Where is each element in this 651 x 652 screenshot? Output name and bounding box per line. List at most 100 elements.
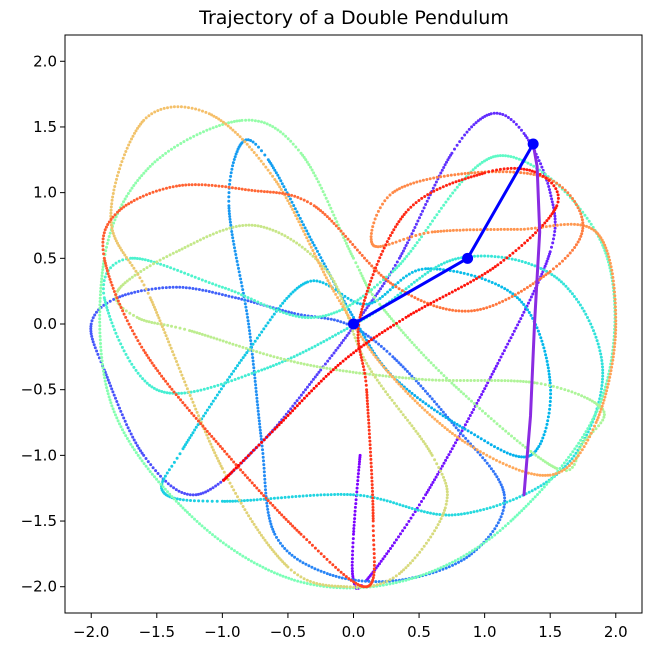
trajectory-point [346, 237, 350, 241]
trajectory-point [458, 379, 462, 382]
trajectory-point [252, 151, 256, 154]
trajectory-point [102, 279, 106, 283]
trajectory-point [90, 334, 94, 338]
trajectory-point [259, 431, 263, 435]
trajectory-point [581, 435, 584, 439]
trajectory-point [438, 306, 442, 310]
trajectory-point [270, 430, 274, 434]
trajectory-point [367, 261, 371, 265]
trajectory-point [432, 176, 436, 180]
trajectory-point [349, 578, 353, 582]
trajectory-point [553, 226, 557, 230]
trajectory-point [496, 521, 500, 525]
trajectory-point [488, 305, 492, 309]
trajectory-point [328, 336, 332, 340]
trajectory-point [600, 380, 604, 384]
trajectory-point [525, 168, 529, 172]
trajectory-point [472, 228, 476, 232]
trajectory-point [122, 349, 126, 353]
trajectory-point [374, 266, 378, 270]
trajectory-point [172, 460, 176, 464]
trajectory-point [588, 435, 592, 439]
trajectory-point [110, 404, 114, 408]
trajectory-point [211, 486, 215, 490]
trajectory-point [295, 353, 299, 357]
trajectory-point [191, 287, 195, 290]
trajectory-point [451, 181, 455, 185]
trajectory-point [363, 375, 367, 379]
trajectory-point [475, 277, 478, 281]
trajectory-point [519, 289, 523, 293]
trajectory-point [172, 353, 176, 357]
trajectory-point [592, 415, 596, 419]
trajectory-point [373, 285, 376, 289]
trajectory-point [614, 312, 618, 316]
trajectory-point [293, 207, 297, 211]
trajectory-point [238, 344, 241, 348]
trajectory-point [112, 221, 116, 225]
trajectory-point [356, 265, 360, 269]
trajectory-point [125, 423, 129, 427]
trajectory-point [322, 493, 326, 497]
trajectory-point [291, 313, 295, 317]
trajectory-point [176, 143, 180, 147]
trajectory-point [543, 430, 547, 433]
trajectory-point [298, 494, 301, 498]
trajectory-point [544, 426, 548, 430]
trajectory-point [430, 453, 434, 457]
trajectory-point [283, 299, 287, 303]
trajectory-point [414, 309, 418, 313]
trajectory-point [122, 312, 126, 316]
chart-title: Trajectory of a Double Pendulum [198, 7, 509, 29]
trajectory-point [420, 306, 424, 310]
trajectory-point [168, 185, 172, 189]
trajectory-point [381, 249, 385, 253]
trajectory-point [449, 450, 452, 454]
trajectory-point [581, 221, 585, 225]
trajectory-point [371, 519, 375, 523]
trajectory-point [413, 576, 417, 580]
trajectory-point [551, 267, 555, 271]
trajectory-point [303, 247, 307, 251]
trajectory-point [614, 325, 618, 329]
trajectory-point [548, 400, 552, 403]
trajectory-point [595, 409, 599, 413]
trajectory-point [220, 184, 224, 188]
trajectory-point [498, 424, 502, 428]
trajectory-point [98, 327, 102, 331]
trajectory-point [351, 541, 355, 545]
trajectory-point [364, 383, 368, 387]
trajectory-point [247, 514, 251, 518]
trajectory-point [217, 292, 221, 296]
trajectory-point [519, 379, 522, 383]
trajectory-point [314, 384, 318, 388]
trajectory-point [284, 196, 288, 200]
trajectory-point [473, 171, 477, 175]
trajectory-point [307, 564, 311, 568]
trajectory-point [533, 226, 537, 230]
trajectory-point [486, 441, 490, 445]
trajectory-point [229, 174, 233, 178]
trajectory-point [262, 466, 266, 470]
trajectory-point [124, 434, 128, 438]
trajectory-point [185, 387, 189, 391]
trajectory-point [397, 375, 401, 379]
trajectory-point [331, 335, 335, 339]
trajectory-point [328, 367, 332, 371]
trajectory-point [416, 219, 420, 223]
trajectory-point [100, 271, 104, 275]
trajectory-point [211, 533, 214, 537]
trajectory-point [536, 455, 540, 459]
trajectory-point [256, 528, 260, 532]
trajectory-point [546, 363, 550, 367]
trajectory-point [140, 451, 144, 455]
trajectory-point [539, 382, 543, 386]
trajectory-point [291, 290, 295, 294]
trajectory-point [371, 493, 375, 497]
trajectory-point [281, 301, 285, 305]
trajectory-point [256, 224, 260, 228]
trajectory-point [351, 537, 355, 541]
trajectory-point [310, 543, 314, 547]
trajectory-point [440, 464, 444, 468]
trajectory-point [405, 369, 409, 373]
